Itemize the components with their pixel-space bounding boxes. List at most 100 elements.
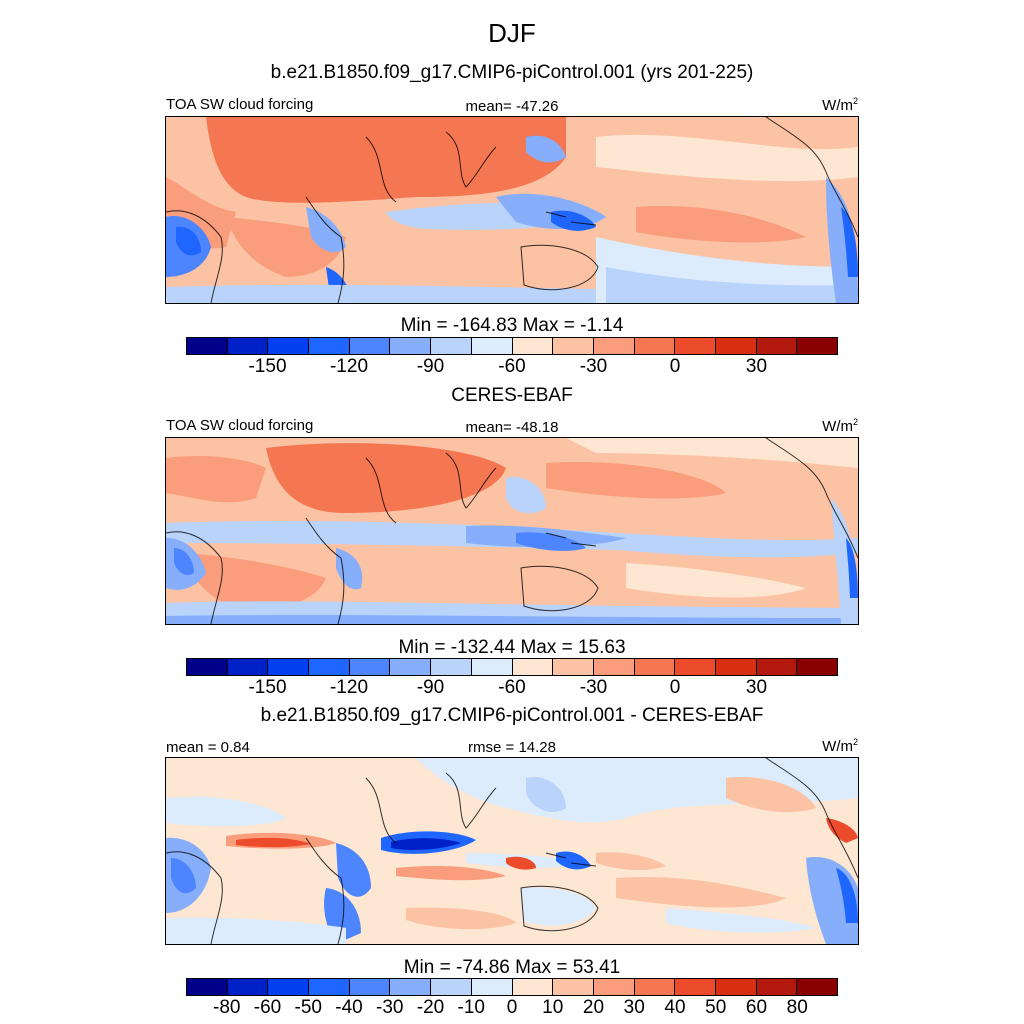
colorbar-swatch: [593, 979, 635, 995]
panel-diff-colorbar-ticks: -80 -60 -50 -40 -30 -20 -10 0 10 20 30 4…: [186, 997, 838, 1021]
colorbar-swatch: [431, 659, 472, 675]
colorbar-tick-label: -60: [498, 356, 526, 377]
colorbar-tick-label: 50: [705, 997, 727, 1018]
colorbar-swatch: [471, 659, 513, 675]
colorbar-tick-label: 0: [506, 997, 518, 1018]
colorbar-swatch: [227, 979, 269, 995]
panel-model-colorbar: [186, 337, 838, 355]
colorbar-swatch: [512, 659, 554, 675]
panel-obs-colorbar: [186, 658, 838, 676]
colorbar-tick-label: 20: [582, 997, 605, 1018]
colorbar-swatch: [431, 979, 472, 995]
panel-model-mean-label: mean= -47.26: [465, 98, 559, 115]
colorbar-swatch: [512, 979, 554, 995]
colorbar-swatch: [675, 659, 716, 675]
colorbar-tick-label: 10: [542, 997, 564, 1018]
colorbar-swatch: [593, 659, 635, 675]
colorbar-swatch: [471, 338, 513, 354]
colorbar-swatch: [715, 659, 757, 675]
colorbar-tick-label: -150: [248, 356, 287, 377]
colorbar-tick-label: -80: [213, 997, 241, 1018]
colorbar-swatch: [390, 979, 432, 995]
colorbar-swatch: [309, 338, 350, 354]
colorbar-tick-label: -30: [579, 356, 608, 377]
colorbar-swatch: [390, 659, 432, 675]
colorbar-swatch: [797, 979, 837, 995]
figure-title: DJF: [488, 18, 536, 48]
colorbar-swatch: [431, 338, 472, 354]
panel-diff-minmax: Min = -74.86 Max = 53.41: [403, 957, 621, 978]
colorbar-swatch: [715, 338, 757, 354]
panel-obs-minmax: Min = -132.44 Max = 15.63: [398, 637, 626, 658]
panel-obs-variable-label: TOA SW cloud forcing: [166, 417, 314, 434]
colorbar-swatch: [268, 659, 310, 675]
colorbar-swatch: [675, 979, 716, 995]
panel-model-minmax: Min = -164.83 Max = -1.14: [400, 315, 624, 336]
panel-diff-mean-label: mean = 0.84: [166, 739, 250, 756]
colorbar-swatch: [512, 338, 554, 354]
panel-obs-mean-label: mean= -48.18: [465, 419, 559, 436]
colorbar-swatch: [634, 338, 676, 354]
panel-obs-map: [165, 437, 859, 625]
colorbar-tick-label: 80: [786, 997, 808, 1018]
colorbar-tick-label: 60: [745, 997, 768, 1018]
colorbar-tick-label: -30: [376, 997, 404, 1018]
panel-diff-rmse-label: rmse = 14.28: [468, 739, 556, 756]
panel-diff-units-label: W/m2: [822, 737, 858, 755]
panel-model-colorbar-ticks: -150 -120 -90 -60 -30 0 30: [186, 356, 838, 380]
colorbar-tick-label: -60: [253, 997, 282, 1018]
colorbar-swatch: [349, 338, 391, 354]
colorbar-swatch: [471, 979, 513, 995]
colorbar-tick-label: 30: [745, 677, 768, 698]
colorbar-swatch: [268, 338, 310, 354]
colorbar-swatch: [715, 979, 757, 995]
colorbar-tick-label: -40: [335, 997, 363, 1018]
colorbar-tick-label: -20: [416, 997, 445, 1018]
panel-diff-map: [165, 757, 859, 945]
colorbar-tick-label: -90: [416, 356, 445, 377]
colorbar-tick-label: -90: [416, 677, 445, 698]
panel-obs-units-label: W/m2: [822, 417, 858, 435]
colorbar-swatch: [187, 338, 228, 354]
colorbar-swatch: [634, 659, 676, 675]
colorbar-swatch: [756, 338, 798, 354]
panel-model-title: b.e21.B1850.f09_g17.CMIP6-piControl.001 …: [270, 62, 754, 83]
colorbar-swatch: [390, 338, 432, 354]
panel-diff-colorbar: [186, 978, 838, 996]
colorbar-swatch: [309, 979, 350, 995]
colorbar-swatch: [227, 659, 269, 675]
colorbar-swatch: [309, 659, 350, 675]
colorbar-swatch: [553, 338, 594, 354]
colorbar-swatch: [349, 979, 391, 995]
colorbar-swatch: [187, 979, 228, 995]
colorbar-swatch: [227, 338, 269, 354]
colorbar-tick-label: 40: [664, 997, 686, 1018]
colorbar-swatch: [634, 979, 676, 995]
colorbar-tick-label: 0: [669, 677, 681, 698]
panel-diff-title: b.e21.B1850.f09_g17.CMIP6-piControl.001 …: [260, 705, 764, 726]
panel-obs-title: CERES-EBAF: [451, 385, 573, 406]
panel-model-map: [165, 116, 859, 304]
colorbar-swatch: [553, 659, 594, 675]
colorbar-tick-label: 0: [669, 356, 681, 377]
panel-model-units-label: W/m2: [822, 96, 858, 114]
colorbar-swatch: [756, 659, 798, 675]
colorbar-swatch: [675, 338, 716, 354]
colorbar-tick-label: -120: [329, 356, 369, 377]
colorbar-swatch: [349, 659, 391, 675]
colorbar-swatch: [593, 338, 635, 354]
colorbar-tick-label: -60: [498, 677, 526, 698]
colorbar-swatch: [187, 659, 228, 675]
colorbar-swatch: [797, 338, 837, 354]
panel-model-variable-label: TOA SW cloud forcing: [166, 96, 314, 113]
colorbar-tick-label: -120: [329, 677, 369, 698]
colorbar-tick-label: 30: [623, 997, 645, 1018]
colorbar-tick-label: -30: [579, 677, 608, 698]
colorbar-swatch: [553, 979, 594, 995]
colorbar-tick-label: -50: [294, 997, 322, 1018]
colorbar-swatch: [268, 979, 310, 995]
colorbar-swatch: [797, 659, 837, 675]
colorbar-swatch: [756, 979, 798, 995]
colorbar-tick-label: -10: [457, 997, 485, 1018]
colorbar-tick-label: 30: [745, 356, 768, 377]
